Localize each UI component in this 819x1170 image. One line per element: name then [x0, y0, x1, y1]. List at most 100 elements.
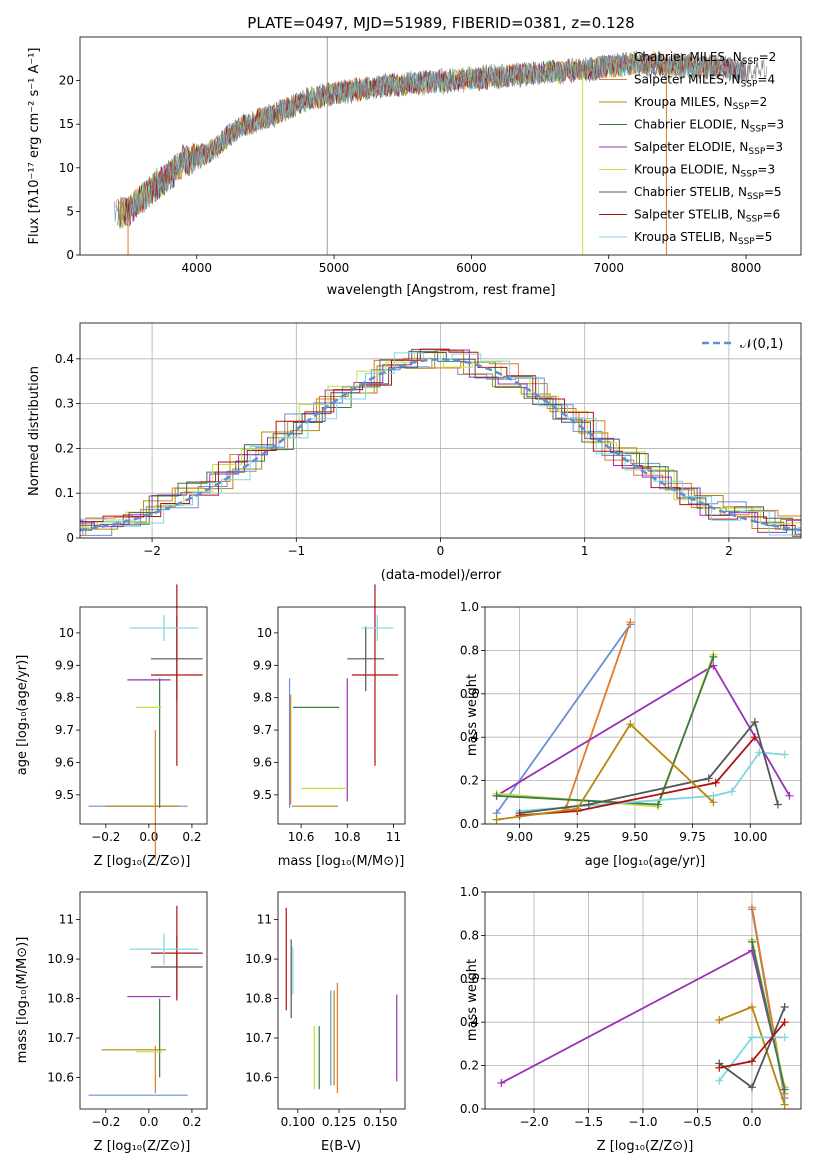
y-tick-label: 0: [66, 248, 74, 262]
y-tick-label: 0.4: [55, 352, 74, 366]
y-tick-label: 9.6: [55, 755, 74, 769]
age-z-xlabel: Z [log₁₀(Z/Z⊙)]: [94, 854, 191, 869]
weight-marker: [755, 748, 764, 757]
weight-marker: [715, 1076, 724, 1085]
weight-marker: [747, 1083, 756, 1092]
y-tick-label: 9.7: [253, 723, 272, 737]
y-tick-label: 10: [59, 626, 74, 640]
x-tick-label: 9.25: [564, 830, 591, 844]
weight-age-xlabel: age [log₁₀(age/yr)]: [585, 854, 706, 869]
axes-frame: [79, 891, 208, 1110]
legend-label-5: Kroupa ELODIE, NSSP=3: [634, 163, 775, 180]
x-tick-label: −0.2: [91, 830, 120, 844]
observed-spectrum: [127, 51, 767, 222]
weight-marker: [780, 1018, 789, 1027]
x-tick-label: 10.8: [334, 830, 361, 844]
normal-curve: [80, 358, 801, 532]
axes-frame: [277, 606, 406, 825]
y-tick-label: 0.8: [460, 928, 479, 942]
y-tick-label: 9.5: [55, 788, 74, 802]
x-tick-label: −0.5: [683, 1115, 712, 1129]
weight-marker: [715, 1016, 724, 1025]
y-tick-label: 20: [59, 74, 74, 88]
normal-curve-legend-label: 𝒩(0,1): [740, 337, 783, 352]
weight-marker: [780, 1085, 789, 1094]
x-tick-label: 7000: [593, 261, 624, 275]
axes-frame: [484, 606, 802, 825]
x-tick-label: 0.0: [139, 830, 158, 844]
y-tick-label: 9.8: [253, 691, 272, 705]
x-tick-label: 0.100: [281, 1115, 315, 1129]
histogram-1: [80, 357, 801, 536]
x-tick-label: 9.75: [679, 830, 706, 844]
mass-z-ylabel: mass [log₁₀(M/M⊙)]: [15, 937, 30, 1064]
y-tick-label: 1.0: [460, 885, 479, 899]
y-tick-label: 10: [257, 626, 272, 640]
residual-xlabel: (data-model)/error: [381, 568, 502, 583]
y-tick-label: 10.6: [47, 1070, 74, 1084]
spectrum-title: PLATE=0497, MJD=51989, FIBERID=0381, z=0…: [247, 14, 634, 32]
y-tick-label: 0.0: [460, 817, 479, 831]
y-tick-label: 0: [66, 531, 74, 545]
age-vs-z-panel: −0.2 0.0 0.2 9.5 9.6 9.7 9.8 9.9 10 Z [log₁₀(Z/Z…: [15, 584, 208, 869]
y-tick-label: 10.7: [245, 1031, 272, 1045]
legend-label-6: Chabrier STELIB, NSSP=5: [634, 185, 782, 202]
axes-frame: [79, 36, 802, 256]
legend-label-4: Salpeter ELODIE, NSSP=3: [634, 140, 783, 157]
x-tick-label: 0.0: [742, 1115, 761, 1129]
weight-marker: [780, 1003, 789, 1012]
y-tick-label: 1.0: [460, 600, 479, 614]
weight-vs-age-panel: 9.00 9.25 9.50 9.75 10.000.00.20.40.60.81.0 …: [460, 600, 802, 869]
legend-label-1: Salpeter MILES, NSSP=4: [634, 73, 775, 90]
y-tick-label: 0.6: [460, 972, 479, 986]
x-tick-label: −1.0: [628, 1115, 657, 1129]
y-tick-label: 0.2: [460, 774, 479, 788]
y-tick-label: 9.9: [253, 658, 272, 672]
weight-marker: [747, 937, 756, 946]
y-tick-label: 0.4: [460, 1015, 479, 1029]
x-tick-label: 0.150: [363, 1115, 397, 1129]
x-tick-label: 10.00: [733, 830, 767, 844]
weight-marker: [747, 903, 756, 912]
x-tick-label: −1: [287, 544, 305, 558]
x-tick-label: −1.5: [574, 1115, 603, 1129]
y-tick-label: 10.6: [245, 1070, 272, 1084]
residual-panel: −2 −1 0 1 200.10.20.30.4 (data-model)/error …: [27, 322, 802, 583]
x-tick-label: 2: [725, 544, 733, 558]
weight-vs-z-panel: −2.0 −1.5 −1.0 −0.5 0.0 0.0 0.2 0.4 0.6 0.8 1.0 Z …: [460, 885, 802, 1154]
mass-vs-z-panel: −0.2 0.0 0.2 10.6 10.7 10.8 10.9 11 Z [log₁₀(Z/…: [15, 891, 208, 1154]
residual-ylabel: Normed distribution: [27, 366, 42, 496]
spectrum-legend: Chabrier MILES, NSSP=2 Salpeter MILES, NS…: [599, 50, 784, 247]
legend-label-0: Chabrier MILES, NSSP=2: [634, 50, 776, 67]
x-tick-label: −0.2: [91, 1115, 120, 1129]
legend-label-8: Kroupa STELIB, NSSP=5: [634, 230, 772, 247]
weight-marker: [584, 800, 593, 809]
weight-marker: [709, 798, 718, 807]
y-tick-label: 0.6: [460, 687, 479, 701]
y-tick-label: 10.7: [47, 1031, 74, 1045]
y-tick-label: 0.1: [55, 486, 74, 500]
y-tick-label: 15: [59, 117, 74, 131]
weight-marker: [747, 1003, 756, 1012]
y-tick-label: 0.4: [460, 730, 479, 744]
y-tick-label: 0.0: [460, 1102, 479, 1116]
y-tick-label: 9.6: [253, 755, 272, 769]
y-tick-label: 0.8: [460, 643, 479, 657]
axes-frame: [277, 891, 406, 1110]
y-tick-label: 9.8: [55, 691, 74, 705]
weight-marker: [747, 1057, 756, 1066]
x-tick-label: 0.2: [182, 1115, 201, 1129]
y-tick-label: 10.8: [47, 992, 74, 1006]
x-tick-label: 0: [437, 544, 445, 558]
y-tick-label: 11: [257, 913, 272, 927]
y-tick-label: 11: [59, 913, 74, 927]
weight-marker: [709, 652, 718, 661]
weight-age-ylabel: mass weight: [465, 674, 480, 756]
histogram-6: [80, 351, 801, 537]
x-tick-label: 9.50: [622, 830, 649, 844]
weight-marker: [780, 1100, 789, 1109]
y-tick-label: 5: [66, 204, 74, 218]
spectrum-panel: PLATE=0497, MJD=51989, FIBERID=0381, z=0…: [27, 14, 802, 298]
weight-line-8: [519, 751, 785, 812]
